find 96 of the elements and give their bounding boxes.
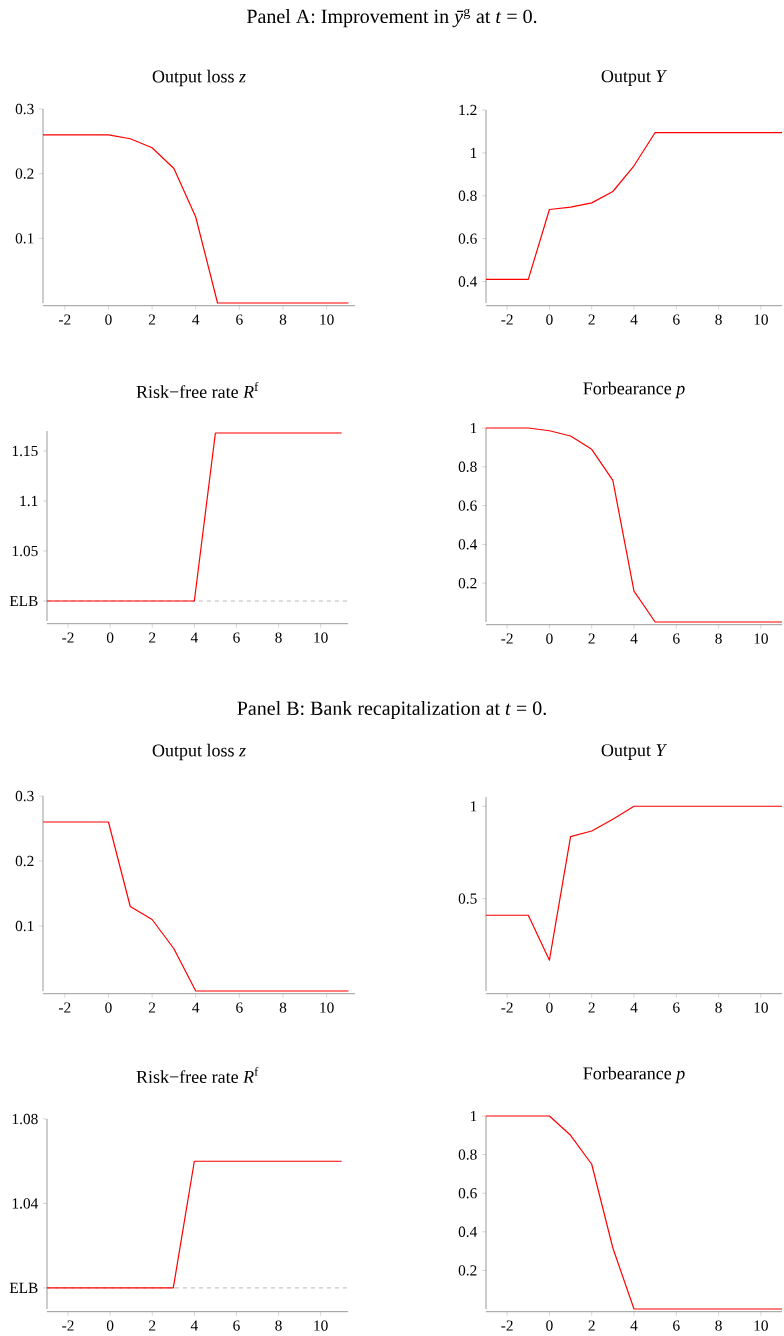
x-tick-label: -2 xyxy=(501,1002,513,1013)
x-tick-label: 4 xyxy=(630,1320,638,1331)
x-tick-label: 6 xyxy=(233,1320,240,1331)
x-tick-label: -2 xyxy=(59,1002,71,1013)
x-tick-label: 4 xyxy=(190,1320,198,1331)
y-tick-label: ELB xyxy=(9,595,38,607)
x-tick-label: 0 xyxy=(546,314,553,325)
x-tick-label: 10 xyxy=(754,314,768,325)
chart-title: Output loss z xyxy=(152,743,246,761)
chart-title: Forbearance p xyxy=(583,381,685,399)
chart-title: Output Y xyxy=(601,70,668,86)
x-tick-label: 0 xyxy=(105,1002,112,1013)
x-tick-label: 2 xyxy=(149,632,156,643)
chart-title: Output Y xyxy=(601,744,668,760)
x-tick-label: 8 xyxy=(715,633,722,644)
y-tick-label: 0.2 xyxy=(458,578,477,589)
x-tick-label: 0 xyxy=(546,1002,553,1013)
x-tick-label: 2 xyxy=(588,314,595,325)
y-tick-label: 1.1 xyxy=(20,495,38,507)
x-tick-label: 10 xyxy=(314,1320,328,1331)
x-tick-label: -2 xyxy=(62,1320,74,1331)
x-tick-label: 2 xyxy=(588,633,595,644)
x-tick-label: 8 xyxy=(275,632,282,643)
y-tick-label: 1 xyxy=(470,422,477,434)
x-tick-label: -2 xyxy=(501,314,513,325)
x-tick-label: -2 xyxy=(501,1320,513,1331)
y-tick-label: ELB xyxy=(9,1282,38,1293)
x-tick-label: 4 xyxy=(630,314,638,325)
x-tick-label: 8 xyxy=(279,314,287,325)
x-tick-label: 2 xyxy=(148,1002,156,1013)
x-tick-label: 2 xyxy=(588,1320,595,1331)
y-tick-label: 1.2 xyxy=(459,104,477,116)
x-tick-label: 6 xyxy=(236,1002,243,1013)
y-tick-label: 0.1 xyxy=(15,233,34,244)
x-tick-label: 10 xyxy=(320,314,334,325)
text: Panel B: Bank recapitalization at t = 0. xyxy=(237,700,546,720)
y-tick-label: 1.05 xyxy=(12,545,38,557)
x-tick-label: 2 xyxy=(149,1320,156,1331)
x-tick-label: 2 xyxy=(588,1002,595,1013)
x-tick-label: 4 xyxy=(630,633,638,644)
x-tick-label: 4 xyxy=(630,1002,638,1013)
x-tick-label: 6 xyxy=(673,1002,680,1013)
x-tick-label: 8 xyxy=(279,1002,287,1013)
x-tick-label: 0 xyxy=(546,633,553,644)
y-tick-label: 1 xyxy=(470,147,477,158)
x-tick-label: 4 xyxy=(190,632,198,643)
y-tick-label: 0.8 xyxy=(458,1149,477,1160)
chart-title: Output loss z xyxy=(152,69,246,87)
y-tick-label: 0.4 xyxy=(458,539,478,550)
y-tick-label: 1.08 xyxy=(12,1113,38,1125)
y-tick-label: 1 xyxy=(470,801,477,812)
y-tick-label: 1.15 xyxy=(12,445,38,457)
x-tick-label: 4 xyxy=(192,314,200,325)
y-tick-label: 0.3 xyxy=(15,103,34,115)
y-tick-label: 0.8 xyxy=(458,190,477,201)
text: Panel A: Improvement in ȳ$^{g}$ at t = 0. xyxy=(246,8,537,28)
x-tick-label: 10 xyxy=(754,1320,768,1331)
y-tick-label: 0.6 xyxy=(458,233,477,244)
x-tick-label: 6 xyxy=(673,314,680,325)
y-tick-label: 0.2 xyxy=(15,168,34,179)
x-tick-label: 0 xyxy=(106,1320,114,1331)
y-tick-label: 0.1 xyxy=(15,920,34,932)
y-tick-label: 0.6 xyxy=(458,500,477,511)
x-tick-label: 10 xyxy=(754,633,768,644)
x-tick-label: 0 xyxy=(546,1320,553,1331)
x-tick-label: 4 xyxy=(192,1002,200,1013)
chart-title: Forbearance p xyxy=(583,1066,685,1084)
y-tick-label: 0.2 xyxy=(458,1265,477,1276)
x-tick-label: 10 xyxy=(754,1002,768,1013)
x-tick-label: 10 xyxy=(314,632,328,643)
x-tick-label: 8 xyxy=(275,1320,282,1331)
y-tick-label: 0.4 xyxy=(458,276,478,287)
x-tick-label: 8 xyxy=(715,1002,722,1013)
y-tick-label: 0.6 xyxy=(458,1188,477,1199)
chart-title: Risk−free rate R$^{f}$ xyxy=(136,1066,259,1084)
y-tick-label: 0.5 xyxy=(458,893,477,904)
y-tick-label: 0.2 xyxy=(15,855,34,867)
chart-title: Risk−free rate R$^{f}$ xyxy=(136,381,259,399)
x-tick-label: 8 xyxy=(715,314,722,325)
x-tick-label: 6 xyxy=(673,1320,680,1331)
x-tick-label: -2 xyxy=(62,632,74,643)
x-tick-label: 6 xyxy=(673,633,680,644)
y-tick-label: 0.3 xyxy=(15,790,34,802)
y-tick-label: 0.4 xyxy=(458,1226,478,1238)
x-tick-label: -2 xyxy=(59,314,71,325)
y-tick-label: 1.04 xyxy=(12,1198,39,1209)
x-tick-label: 6 xyxy=(233,632,240,643)
x-tick-label: 10 xyxy=(320,1002,334,1013)
x-tick-label: 0 xyxy=(105,314,112,325)
x-tick-label: 8 xyxy=(715,1320,722,1331)
x-tick-label: -2 xyxy=(501,633,513,644)
x-tick-label: 6 xyxy=(236,314,243,325)
y-tick-label: 0.8 xyxy=(458,461,477,473)
x-tick-label: 0 xyxy=(106,632,114,643)
y-tick-label: 1 xyxy=(470,1110,477,1122)
x-tick-label: 2 xyxy=(148,314,156,325)
